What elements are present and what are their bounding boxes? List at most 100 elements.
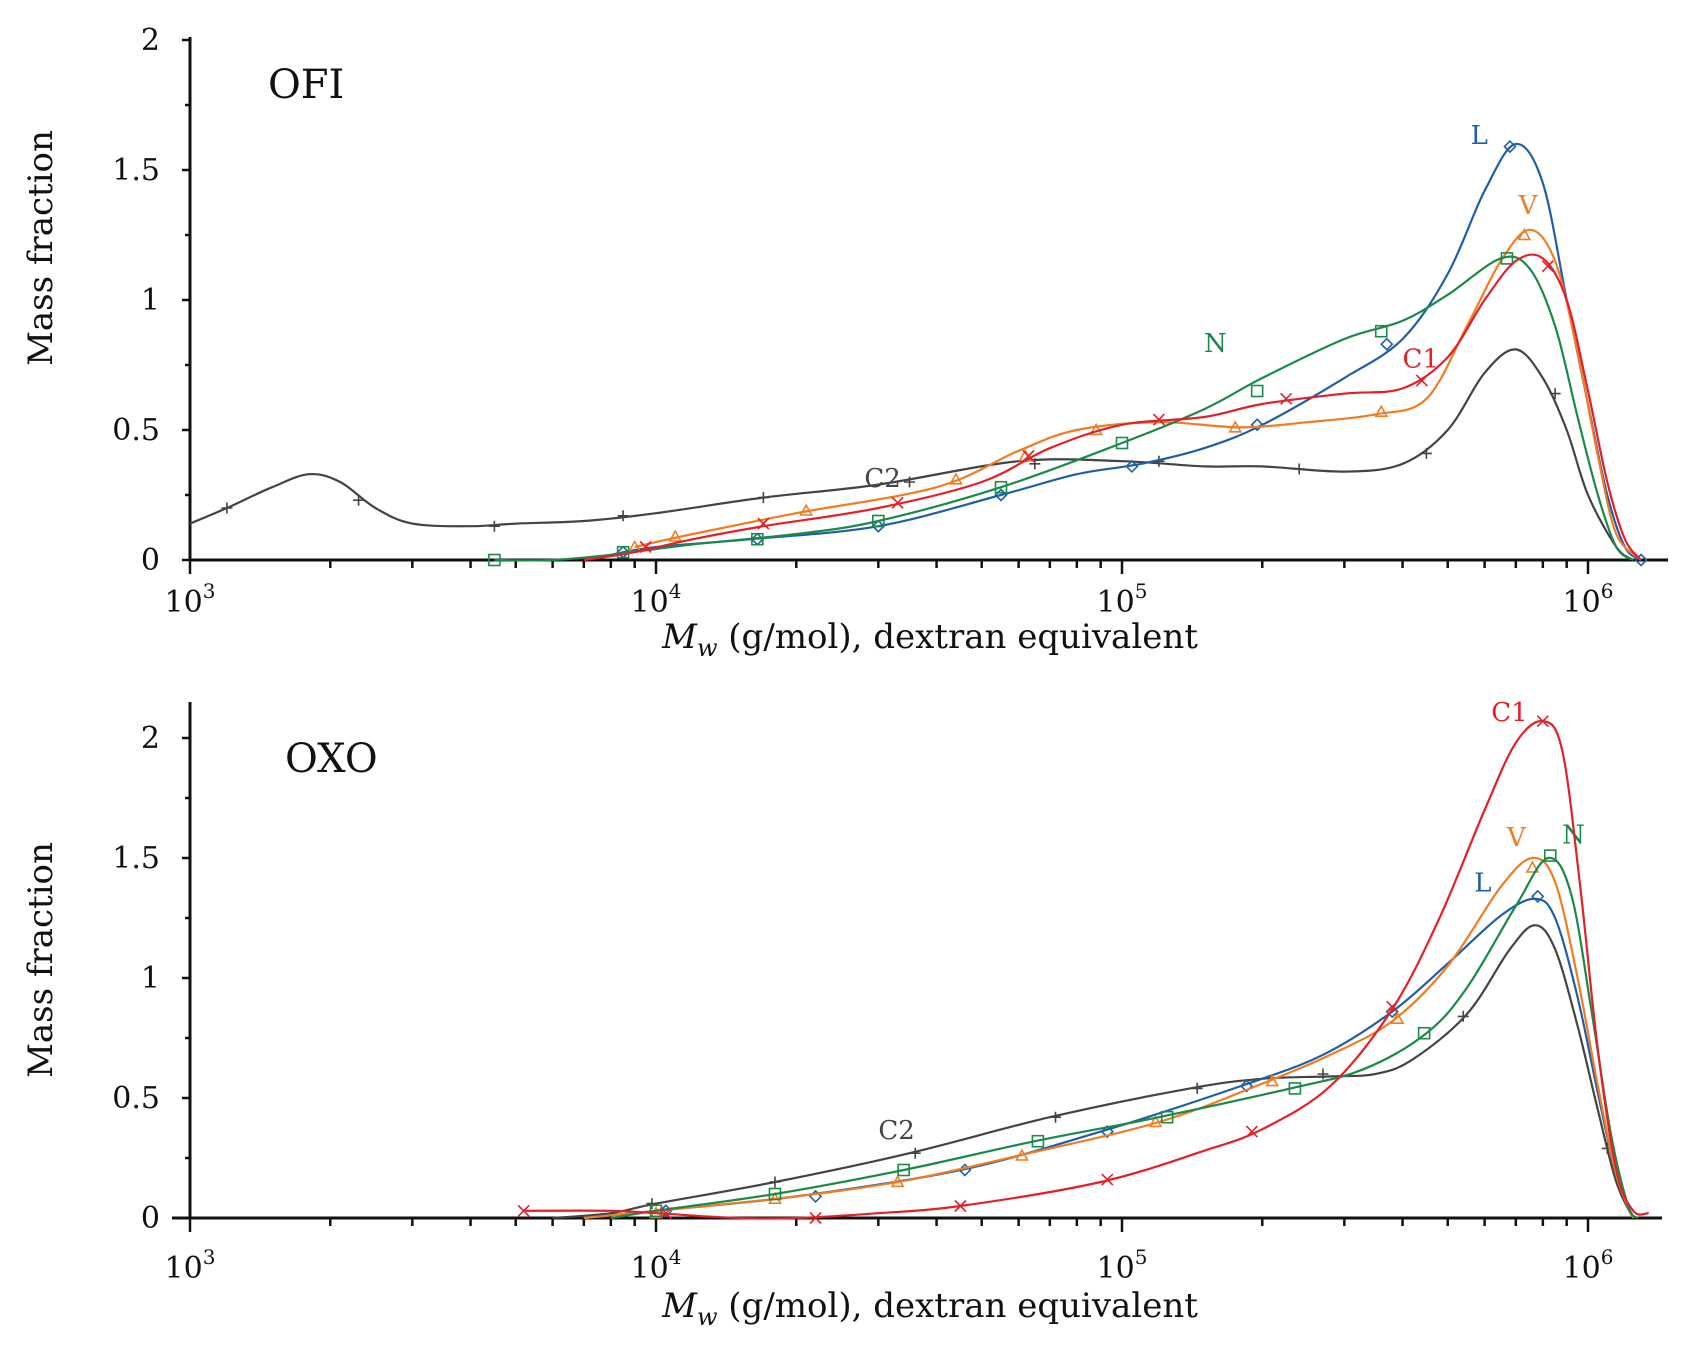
series-label-l: L [1474, 869, 1491, 899]
data-point-n [1160, 1110, 1174, 1124]
y-tick-label: 0 [141, 543, 160, 578]
data-point-n [897, 1163, 910, 1177]
data-point-n [768, 1187, 782, 1201]
data-point-n [751, 532, 764, 546]
series-n: N [488, 252, 1634, 567]
series-label-v: V [1518, 191, 1539, 221]
y-axis-label: Mass fraction [21, 842, 61, 1078]
x-axis-label: Mw (g/mol), dextran equivalent [661, 617, 1198, 662]
data-point-v [799, 503, 814, 516]
data-point-n [1543, 849, 1557, 862]
data-point-c2 [909, 1147, 921, 1159]
data-point-c1 [1152, 413, 1165, 426]
series-line-c2 [552, 924, 1635, 1220]
data-point-c2 [1549, 388, 1561, 400]
data-point-n [1115, 436, 1129, 450]
data-point-c2 [1420, 447, 1432, 459]
data-point-c1 [809, 1211, 822, 1225]
y-tick-label: 1.5 [112, 153, 160, 188]
series-c1: C1 [583, 253, 1642, 562]
data-point-v [1015, 1148, 1029, 1161]
data-point-v [1089, 422, 1103, 436]
data-point-n [1288, 1082, 1302, 1095]
data-point-c2 [1050, 1111, 1062, 1123]
y-tick-label: 1.5 [112, 841, 160, 876]
series-label-l: L [1471, 121, 1488, 151]
data-point-n [1417, 1026, 1431, 1040]
series-line-c1 [523, 720, 1649, 1220]
data-point-c2 [646, 1198, 658, 1210]
data-point-c1 [1280, 392, 1293, 405]
series-label-c2: C2 [864, 464, 900, 494]
x-tick-label: 105 [1097, 1245, 1148, 1286]
data-point-v [668, 529, 683, 542]
data-point-c2 [221, 502, 233, 514]
data-point-c2 [1457, 1010, 1469, 1022]
data-point-c1 [659, 1207, 672, 1220]
x-tick-label: 103 [165, 1245, 216, 1286]
data-point-c2 [1029, 458, 1041, 470]
series-label-n: N [1204, 329, 1227, 359]
data-point-c2 [757, 492, 769, 504]
data-point-n [649, 1204, 663, 1218]
data-point-v [1265, 1074, 1280, 1087]
series-label-v: V [1506, 823, 1527, 853]
data-point-c1 [1101, 1173, 1114, 1186]
data-point-c1 [891, 496, 904, 509]
series-l: L [610, 121, 1648, 567]
series-c2: C2 [189, 348, 1634, 561]
data-point-v [1525, 860, 1540, 873]
data-point-v [1517, 227, 1532, 241]
x-tick-label: 104 [631, 579, 682, 620]
data-point-c1 [1541, 260, 1554, 273]
series-l: L [583, 869, 1635, 1220]
data-point-l [1531, 889, 1545, 904]
data-point-c1 [1536, 715, 1549, 728]
series-line-v [634, 228, 1642, 561]
y-axis-label: Mass fraction [21, 130, 61, 366]
data-point-c2 [904, 476, 916, 488]
series-line-c1 [583, 253, 1642, 562]
data-point-v [1228, 420, 1243, 433]
y-tick-label: 1 [141, 283, 160, 318]
data-point-c1 [954, 1199, 967, 1213]
series-v: V [627, 191, 1642, 561]
data-point-l [871, 519, 885, 533]
data-point-v [1148, 1114, 1163, 1128]
data-point-n [872, 514, 885, 528]
panel-title: OFI [268, 62, 344, 108]
series-c1: C1 [517, 698, 1649, 1225]
x-tick-label: 106 [1563, 1245, 1614, 1286]
series-label-c1: C1 [1491, 698, 1527, 728]
data-point-v [948, 472, 963, 485]
series-c2: C2 [552, 924, 1635, 1220]
data-point-c1 [1415, 374, 1428, 387]
series-line-n [494, 255, 1634, 562]
y-tick-label: 0.5 [112, 413, 160, 448]
data-point-v [1390, 1011, 1405, 1024]
y-tick-label: 0 [141, 1201, 160, 1236]
data-point-c2 [488, 520, 500, 532]
data-point-v [890, 1174, 905, 1188]
data-point-c1 [1022, 449, 1035, 463]
data-point-l [1239, 1079, 1254, 1093]
data-point-l [1503, 139, 1517, 154]
data-point-n [1500, 252, 1514, 265]
series-line-l [583, 897, 1635, 1220]
series-line-v [583, 856, 1635, 1220]
data-point-v [768, 1191, 782, 1204]
x-tick-label: 103 [165, 579, 216, 620]
data-point-c1 [1386, 1000, 1399, 1013]
data-point-l [1380, 337, 1394, 351]
data-point-c2 [769, 1176, 781, 1188]
series-label-c1: C1 [1403, 345, 1439, 375]
x-tick-label: 106 [1563, 579, 1614, 620]
series-label-c2: C2 [878, 1116, 914, 1146]
data-point-n [1374, 324, 1388, 338]
data-point-c2 [1191, 1082, 1203, 1094]
x-tick-label: 105 [1097, 579, 1148, 620]
data-point-v [1374, 404, 1389, 417]
data-point-l [1100, 1124, 1114, 1139]
panel-ofi: 0 0.5 1 1.5 2 103 104 105 106 Mass fraction Mw (g/… [21, 23, 1668, 662]
